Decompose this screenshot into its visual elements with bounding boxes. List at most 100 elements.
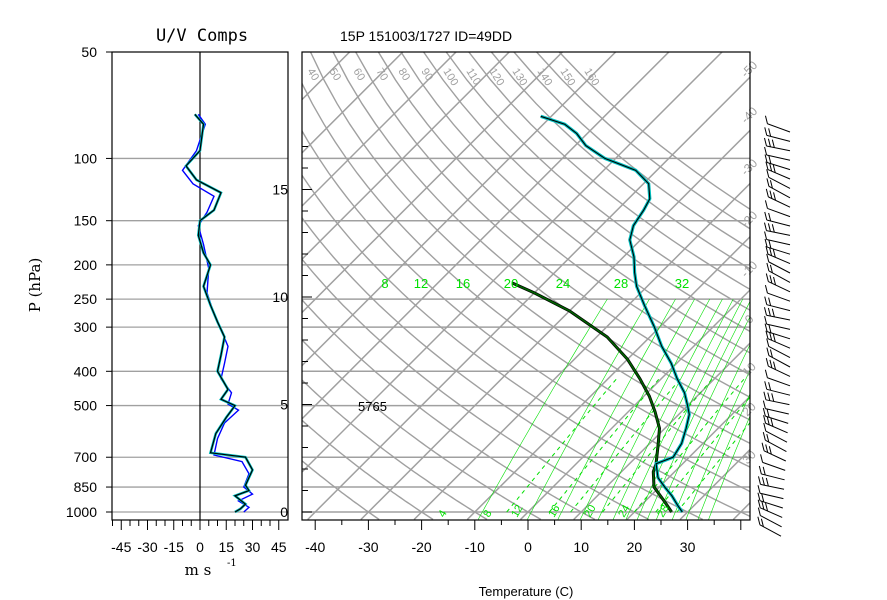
u-component-profile-shade [184, 113, 254, 514]
mixing-ratio-label: 20 [504, 276, 518, 291]
wind-barb-flag [771, 308, 775, 317]
wind-barb-flag [766, 169, 770, 178]
wind-barb-flag [764, 284, 768, 294]
mixing-ratio-line [612, 298, 723, 520]
temperature-tick-label: -10 [465, 539, 485, 555]
isotherm-label: -20 [738, 208, 760, 230]
dry-adiabat-line [377, 52, 750, 376]
moist-adiabat-line [655, 396, 750, 513]
temperature-tick-label: -40 [305, 539, 325, 555]
wind-barb [767, 292, 791, 302]
wind-barb-flag [762, 432, 766, 441]
dry-adiabat-line [302, 379, 488, 520]
wind-barb-flag [765, 161, 769, 170]
wind-barb-flag [769, 247, 773, 256]
wind-barb-flag [764, 369, 768, 378]
isotherm-line [360, 129, 750, 520]
isotherm-line [302, 52, 670, 420]
theta-label: 130 [509, 66, 529, 88]
dry-adiabat-line [309, 52, 750, 445]
wind-barb-flag [763, 391, 767, 400]
temperature-tick-label: -20 [411, 539, 431, 555]
wind-barb [765, 408, 789, 415]
mixing-ratio-bottom-label: 28 [655, 503, 672, 520]
dry-adiabat-line [302, 298, 596, 520]
wind-barb-flag [771, 393, 775, 402]
wind-barb-flag [766, 416, 770, 425]
dry-adiabat-line [302, 338, 542, 520]
wind-barb-flag [768, 297, 772, 306]
temperature-tick-label: 20 [627, 539, 643, 555]
wind-barb-flag [768, 446, 772, 455]
wind-barb-flag [768, 155, 772, 164]
dry-adiabat-line [423, 52, 750, 333]
dry-adiabat-line [302, 419, 434, 520]
wind-barb-flag [769, 180, 773, 189]
dry-adiabat-line [536, 52, 750, 230]
grid-line-labels: 40 50 60 70 80 90 100 110 120 130 140 150 16 0 -50 -40 -… [304, 58, 760, 520]
wind-barb-flag [758, 465, 762, 475]
wind-barb-flag [766, 338, 770, 347]
left-xlabel-exponent: -1 [227, 558, 237, 569]
theta-label: 70 [373, 66, 390, 83]
dry-adiabat-line [302, 129, 750, 493]
temperature-profile [540, 115, 690, 513]
wind-barb [768, 346, 791, 359]
wind-barb-flag [764, 200, 768, 209]
pressure-tick-label: 1000 [66, 504, 97, 520]
wind-barb-flag [757, 499, 761, 508]
wind-barb-flag [768, 128, 772, 137]
wind-barb-flag [773, 192, 777, 201]
v-component-profile [181, 113, 254, 513]
mixing-ratio-line [697, 393, 750, 520]
pressure-tick-label: 100 [74, 150, 98, 166]
wind-barb [766, 323, 791, 330]
wind-barb-flag [766, 262, 770, 272]
wind-barb-flag [757, 485, 761, 494]
wind-barb [766, 154, 791, 161]
wind-barb-flag [767, 307, 771, 317]
mixing-ratio-line [477, 298, 608, 520]
isotherm-line [0, 18, 331, 520]
theta-label: 50 [326, 66, 343, 83]
wind-barb-flag [760, 454, 764, 463]
mixing-ratio-line [557, 298, 676, 520]
main-xlabel: Temperature (C) [479, 584, 574, 599]
isotherm-line [413, 182, 750, 520]
mixing-ratio-bottom-label: 24 [616, 503, 633, 520]
temperature-tick-label: 0 [524, 539, 532, 555]
wind-barb [765, 439, 787, 453]
wind-barb-flag [764, 211, 768, 221]
isotherm-grid [0, 18, 750, 520]
wind-barb-flag [765, 246, 769, 255]
mixing-ratio-label: 12 [414, 276, 428, 291]
isotherm-line [302, 52, 351, 101]
wind-barb [766, 239, 791, 246]
wind-barb-flag [769, 359, 773, 368]
theta-label: 80 [395, 66, 412, 83]
isotherm-line [307, 76, 750, 520]
height-tick-label: 0 [280, 504, 288, 520]
theta-label: 120 [486, 66, 506, 88]
temperature-tick-labels: -40 -30 -20 -10 0 10 20 30 [305, 520, 742, 555]
speed-tick-label: 30 [245, 539, 261, 555]
isotherm-label: 0 [742, 312, 757, 327]
height-axis: 0 5 10 15 [272, 146, 312, 520]
mixing-ratio-line [597, 298, 710, 520]
isotherm-line [302, 52, 724, 474]
wind-barb-flag [765, 477, 769, 487]
wind-barb-flag [763, 422, 767, 432]
dry-adiabat-line [355, 52, 750, 398]
wind-barb-flag [757, 516, 761, 525]
wind-barb-flag [773, 276, 777, 286]
mixing-ratio-bottom-label: 20 [582, 503, 599, 520]
theta-label: 140 [534, 66, 554, 88]
wind-barb-flag [768, 382, 772, 391]
mixing-ratio-line [685, 369, 750, 520]
wind-barb [768, 176, 791, 189]
left-xlabel: m s [185, 561, 212, 579]
isobar-grid [302, 157, 750, 513]
wind-barb [765, 415, 789, 424]
wind-component-profiles [181, 113, 254, 514]
